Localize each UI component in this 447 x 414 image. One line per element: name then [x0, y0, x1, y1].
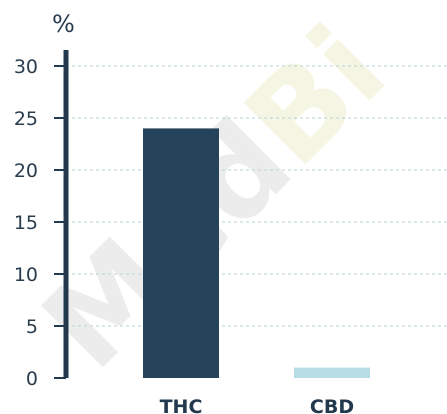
y-tick-labels: 0 5 10 15 20 25 30	[14, 56, 38, 390]
x-label-thc: THC	[160, 396, 203, 414]
y-tick-label-20: 20	[14, 160, 38, 182]
y-tick-label-25: 25	[14, 108, 38, 130]
y-tick-label-15: 15	[14, 212, 38, 234]
y-tick-label-30: 30	[14, 56, 38, 78]
bars	[143, 128, 370, 378]
bar-thc	[143, 128, 219, 378]
y-tick-label-10: 10	[14, 264, 38, 286]
x-label-cbd: CBD	[310, 396, 354, 414]
y-axis-unit-label: %	[52, 10, 75, 38]
x-category-labels: THC CBD	[160, 396, 355, 414]
y-tick-label-5: 5	[26, 316, 38, 338]
y-tick-label-0: 0	[26, 368, 38, 390]
y-axis	[54, 50, 69, 379]
bar-cbd	[294, 367, 370, 378]
